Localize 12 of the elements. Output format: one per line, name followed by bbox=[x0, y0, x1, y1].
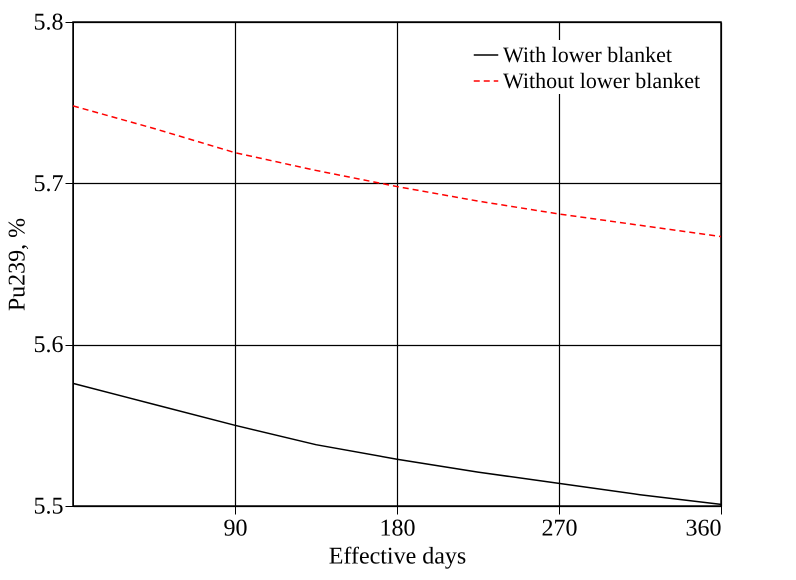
x-tick-label: 270 bbox=[542, 516, 578, 542]
legend-label: With lower blanket bbox=[503, 42, 672, 67]
x-tick-label: 360 bbox=[686, 516, 722, 542]
y-tick-label: 5.6 bbox=[34, 332, 64, 358]
y-axis-title: Pu239, % bbox=[4, 218, 30, 312]
x-tick-label: 90 bbox=[224, 516, 248, 542]
y-tick-label: 5.8 bbox=[34, 10, 64, 36]
legend-label: Without lower blanket bbox=[503, 68, 700, 93]
y-tick-label: 5.7 bbox=[34, 170, 64, 197]
y-tick-label: 5.5 bbox=[34, 494, 64, 520]
x-tick-label: 180 bbox=[380, 516, 416, 542]
x-axis-title: Effective days bbox=[328, 544, 466, 570]
